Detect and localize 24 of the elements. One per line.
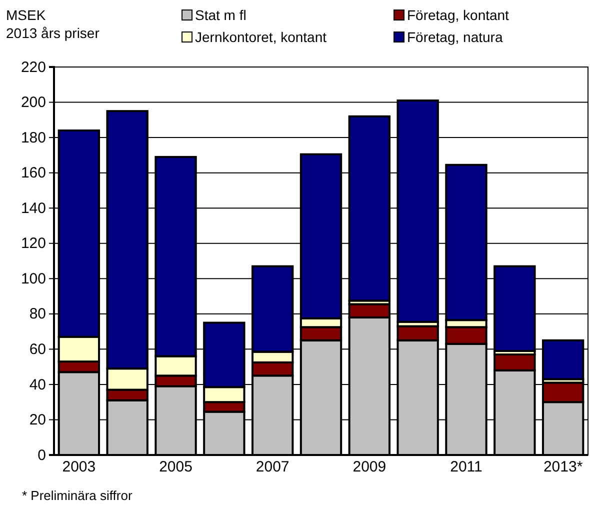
y-tick-label: 60 <box>29 340 46 358</box>
x-tick-label: 2009 <box>352 458 386 476</box>
y-tick-label: 40 <box>29 376 46 394</box>
y-tick-label: 20 <box>29 412 46 429</box>
y-axis-title: MSEK 2013 års priser <box>6 7 100 41</box>
legend-label: Företag, kontant <box>407 7 510 23</box>
text: * Preliminära siffror <box>22 488 133 503</box>
y-tick-label: 120 <box>20 235 46 252</box>
y-tick-label: 140 <box>20 200 46 217</box>
y-tick-label: 220 <box>20 58 46 76</box>
x-tick-label: 2003 <box>62 458 96 476</box>
y-tick-label: 100 <box>20 270 46 288</box>
y-tick-label: 200 <box>20 94 46 112</box>
x-tick-label: 2011 <box>450 458 482 476</box>
y-tick-label: 180 <box>20 129 46 146</box>
y-tick-label: 160 <box>20 164 46 182</box>
x-tick-label: 2007 <box>256 458 290 476</box>
x-tick-label: 2005 <box>159 458 192 476</box>
legend-label: Jernkontoret, kontant <box>195 29 327 45</box>
y-tick-label: 0 <box>38 446 46 464</box>
x-tick-label: 2013* <box>543 458 583 476</box>
legend-label: Företag, natura <box>407 29 503 45</box>
legend-label: Stat m fl <box>195 7 246 23</box>
y-tick-label: 80 <box>29 306 46 323</box>
